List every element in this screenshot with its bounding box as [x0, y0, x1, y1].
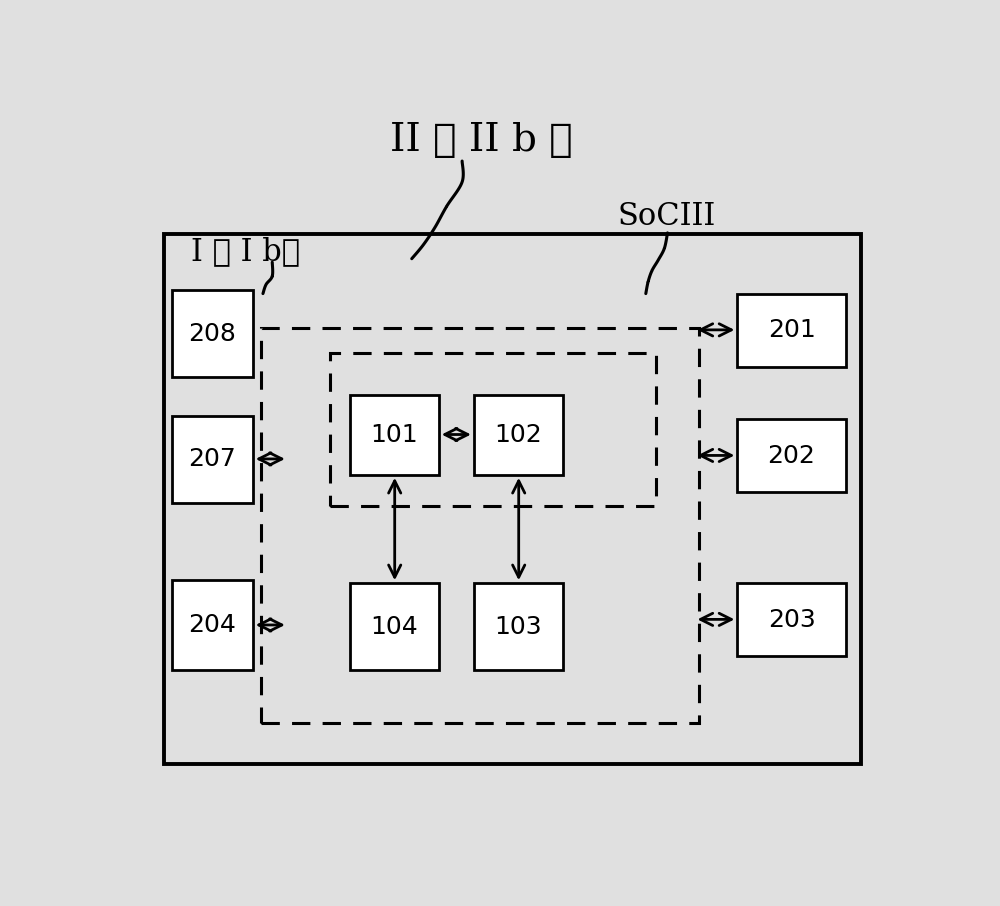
Text: SoCIII: SoCIII [617, 201, 715, 232]
Bar [474, 395, 563, 475]
Text: 102: 102 [494, 423, 542, 447]
Bar [172, 580, 253, 670]
Bar [737, 419, 846, 493]
Text: 202: 202 [768, 444, 815, 467]
Bar [350, 583, 439, 670]
Text: 201: 201 [768, 318, 815, 342]
Text: II （ II b ）: II （ II b ） [390, 121, 573, 159]
Bar [474, 583, 563, 670]
Text: 204: 204 [188, 613, 236, 637]
Bar [350, 395, 439, 475]
Text: 104: 104 [370, 614, 418, 639]
Bar [330, 352, 656, 506]
Bar [737, 583, 846, 656]
Text: 208: 208 [188, 322, 236, 346]
Text: 207: 207 [188, 448, 236, 471]
Text: 103: 103 [494, 614, 542, 639]
Text: I （ I b）: I （ I b） [191, 236, 300, 267]
Bar [172, 416, 253, 503]
Text: 203: 203 [768, 608, 815, 631]
Text: 101: 101 [370, 423, 418, 447]
Bar [737, 294, 846, 367]
Bar [172, 290, 253, 377]
Bar [164, 235, 861, 765]
Bar [261, 329, 698, 723]
